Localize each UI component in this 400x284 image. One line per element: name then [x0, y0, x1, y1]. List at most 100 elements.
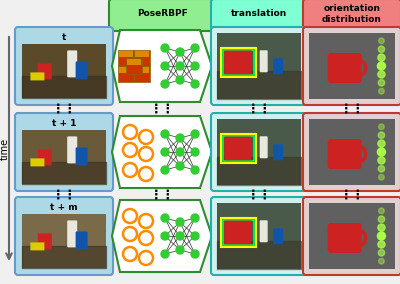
Text: orientation
distribution: orientation distribution [322, 4, 382, 24]
FancyBboxPatch shape [22, 214, 106, 268]
FancyBboxPatch shape [15, 27, 113, 105]
Circle shape [378, 46, 385, 53]
FancyBboxPatch shape [211, 197, 307, 275]
Circle shape [378, 224, 385, 231]
Text: translation: translation [231, 9, 287, 18]
Circle shape [161, 148, 169, 156]
Circle shape [176, 134, 184, 142]
FancyBboxPatch shape [303, 113, 400, 191]
FancyBboxPatch shape [22, 44, 106, 98]
FancyBboxPatch shape [303, 0, 400, 31]
Circle shape [379, 88, 384, 94]
FancyBboxPatch shape [22, 130, 106, 184]
Circle shape [378, 241, 385, 248]
Circle shape [191, 62, 199, 70]
FancyBboxPatch shape [118, 66, 134, 82]
Circle shape [161, 232, 169, 240]
Circle shape [161, 80, 169, 88]
FancyBboxPatch shape [303, 197, 400, 275]
Circle shape [379, 174, 384, 180]
FancyBboxPatch shape [217, 119, 301, 185]
Circle shape [191, 166, 199, 174]
FancyBboxPatch shape [224, 137, 252, 160]
FancyBboxPatch shape [309, 33, 395, 99]
FancyBboxPatch shape [260, 136, 268, 158]
Text: ⋮⋮: ⋮⋮ [52, 103, 76, 116]
FancyBboxPatch shape [211, 113, 307, 191]
Circle shape [378, 54, 385, 61]
FancyBboxPatch shape [30, 158, 44, 166]
FancyBboxPatch shape [309, 119, 395, 185]
Circle shape [378, 148, 386, 156]
FancyBboxPatch shape [224, 221, 252, 244]
Text: ⋮⋮: ⋮⋮ [150, 189, 174, 202]
Circle shape [378, 71, 385, 78]
FancyBboxPatch shape [273, 144, 283, 160]
Circle shape [191, 232, 199, 240]
Text: ⋮⋮: ⋮⋮ [246, 103, 272, 116]
FancyBboxPatch shape [134, 66, 150, 82]
Circle shape [161, 44, 169, 52]
FancyBboxPatch shape [15, 113, 113, 191]
Circle shape [191, 44, 199, 52]
Circle shape [176, 246, 184, 254]
Circle shape [161, 62, 169, 70]
FancyBboxPatch shape [30, 72, 44, 80]
Circle shape [378, 80, 385, 86]
Circle shape [161, 214, 169, 222]
Text: t + m: t + m [50, 202, 78, 212]
FancyBboxPatch shape [76, 147, 88, 165]
Circle shape [176, 148, 184, 156]
Polygon shape [112, 30, 212, 102]
Circle shape [379, 38, 384, 44]
Text: ⋮⋮: ⋮⋮ [246, 189, 272, 202]
Circle shape [378, 157, 385, 164]
FancyBboxPatch shape [135, 51, 149, 57]
FancyBboxPatch shape [38, 63, 52, 80]
Circle shape [176, 62, 184, 70]
Circle shape [378, 250, 385, 256]
FancyBboxPatch shape [67, 136, 77, 163]
FancyBboxPatch shape [118, 50, 134, 66]
Text: ⋮⋮: ⋮⋮ [340, 103, 364, 116]
Circle shape [176, 48, 184, 56]
FancyBboxPatch shape [328, 139, 362, 169]
FancyBboxPatch shape [260, 50, 268, 72]
Circle shape [191, 80, 199, 88]
FancyBboxPatch shape [273, 228, 283, 244]
Circle shape [191, 130, 199, 138]
FancyBboxPatch shape [217, 33, 301, 99]
FancyBboxPatch shape [134, 50, 150, 66]
Circle shape [378, 62, 386, 70]
FancyBboxPatch shape [15, 197, 113, 275]
Circle shape [176, 232, 184, 240]
Circle shape [378, 232, 386, 240]
Circle shape [379, 124, 384, 130]
FancyBboxPatch shape [109, 0, 215, 31]
FancyBboxPatch shape [328, 53, 362, 83]
Circle shape [161, 130, 169, 138]
Circle shape [379, 208, 384, 214]
Circle shape [378, 216, 385, 222]
FancyBboxPatch shape [76, 231, 88, 249]
Polygon shape [112, 116, 212, 188]
Circle shape [176, 218, 184, 226]
Circle shape [161, 166, 169, 174]
FancyBboxPatch shape [217, 203, 301, 269]
Text: t: t [62, 32, 66, 41]
FancyBboxPatch shape [211, 27, 307, 105]
FancyBboxPatch shape [211, 0, 307, 31]
Circle shape [379, 258, 384, 264]
FancyBboxPatch shape [38, 233, 52, 249]
FancyBboxPatch shape [76, 61, 88, 80]
FancyBboxPatch shape [38, 149, 52, 165]
Circle shape [378, 132, 385, 138]
Circle shape [191, 148, 199, 156]
Text: ⋮⋮: ⋮⋮ [340, 189, 364, 202]
Circle shape [191, 214, 199, 222]
Polygon shape [112, 200, 212, 272]
Circle shape [176, 162, 184, 170]
FancyBboxPatch shape [119, 67, 133, 73]
Text: ⋮⋮: ⋮⋮ [150, 103, 174, 116]
Text: t + 1: t + 1 [52, 118, 76, 128]
